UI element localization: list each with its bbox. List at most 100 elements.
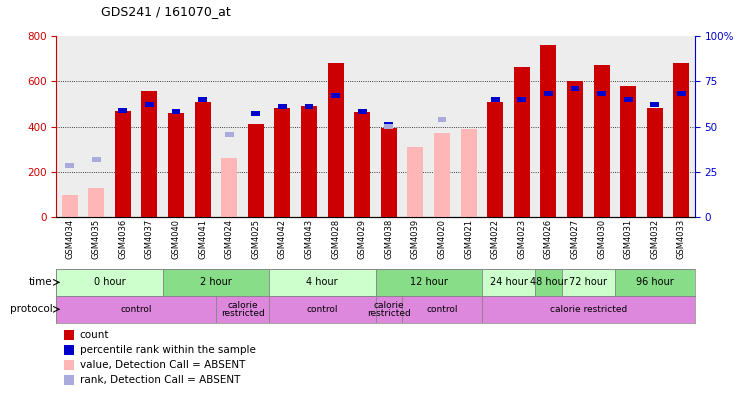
- Text: 2 hour: 2 hour: [200, 277, 232, 287]
- Bar: [168, 113, 184, 217]
- Text: control: control: [120, 305, 152, 314]
- Bar: [243, 36, 269, 217]
- Bar: [327, 63, 344, 217]
- Bar: [274, 109, 291, 217]
- Bar: [322, 36, 349, 217]
- Bar: [189, 36, 216, 217]
- Text: calorie
restricted: calorie restricted: [221, 301, 264, 318]
- Bar: [402, 36, 429, 217]
- Bar: [301, 106, 317, 217]
- Bar: [92, 157, 101, 162]
- Bar: [62, 195, 77, 217]
- Bar: [305, 104, 313, 109]
- Bar: [163, 269, 269, 296]
- Bar: [674, 63, 689, 217]
- Bar: [216, 296, 269, 323]
- Text: calorie
restricted: calorie restricted: [367, 301, 411, 318]
- Bar: [141, 91, 158, 217]
- Text: time: time: [29, 277, 53, 287]
- Bar: [357, 109, 366, 114]
- Bar: [482, 296, 695, 323]
- Bar: [482, 269, 535, 296]
- Bar: [514, 67, 529, 217]
- Text: calorie restricted: calorie restricted: [550, 305, 627, 314]
- Bar: [517, 97, 526, 102]
- Bar: [487, 101, 503, 217]
- Text: percentile rank within the sample: percentile rank within the sample: [80, 345, 255, 355]
- Bar: [269, 269, 376, 296]
- Bar: [597, 91, 606, 96]
- Text: 48 hour: 48 hour: [529, 277, 567, 287]
- Bar: [508, 36, 535, 217]
- Bar: [408, 147, 424, 217]
- Text: 4 hour: 4 hour: [306, 277, 338, 287]
- Bar: [216, 36, 243, 217]
- Text: GDS241 / 161070_at: GDS241 / 161070_at: [101, 5, 231, 18]
- Bar: [544, 91, 553, 96]
- Bar: [438, 117, 446, 122]
- Bar: [482, 36, 508, 217]
- Bar: [460, 129, 477, 217]
- Bar: [136, 36, 163, 217]
- Bar: [172, 109, 180, 114]
- Bar: [455, 36, 482, 217]
- Bar: [615, 36, 641, 217]
- Text: 12 hour: 12 hour: [410, 277, 448, 287]
- Text: 96 hour: 96 hour: [636, 277, 674, 287]
- Bar: [296, 36, 322, 217]
- Bar: [588, 36, 615, 217]
- Bar: [385, 124, 394, 129]
- Bar: [56, 296, 216, 323]
- Bar: [376, 269, 482, 296]
- Bar: [163, 36, 189, 217]
- Bar: [535, 269, 562, 296]
- Text: protocol: protocol: [10, 304, 53, 314]
- Bar: [349, 36, 376, 217]
- Bar: [225, 132, 234, 137]
- Bar: [541, 45, 556, 217]
- Bar: [567, 81, 583, 217]
- Bar: [222, 158, 237, 217]
- Text: control: control: [306, 305, 338, 314]
- Bar: [89, 188, 104, 217]
- Bar: [248, 124, 264, 217]
- Bar: [615, 269, 695, 296]
- Bar: [145, 102, 154, 107]
- Bar: [381, 128, 397, 217]
- Text: value, Detection Call = ABSENT: value, Detection Call = ABSENT: [80, 360, 245, 370]
- Bar: [376, 36, 402, 217]
- Text: count: count: [80, 329, 109, 340]
- Bar: [641, 36, 668, 217]
- Bar: [115, 110, 131, 217]
- Bar: [119, 108, 127, 113]
- Bar: [278, 104, 287, 109]
- Bar: [198, 97, 207, 102]
- Bar: [402, 296, 482, 323]
- Bar: [677, 91, 686, 96]
- Bar: [434, 133, 450, 217]
- Text: rank, Detection Call = ABSENT: rank, Detection Call = ABSENT: [80, 375, 240, 385]
- Bar: [269, 296, 376, 323]
- Bar: [668, 36, 695, 217]
- Bar: [195, 101, 210, 217]
- Bar: [647, 109, 663, 217]
- Bar: [535, 36, 562, 217]
- Bar: [562, 269, 615, 296]
- Bar: [83, 36, 110, 217]
- Bar: [376, 296, 402, 323]
- Bar: [650, 102, 659, 107]
- Text: 72 hour: 72 hour: [569, 277, 608, 287]
- Bar: [620, 86, 636, 217]
- Bar: [56, 269, 163, 296]
- Bar: [269, 36, 296, 217]
- Bar: [562, 36, 588, 217]
- Bar: [491, 97, 499, 102]
- Bar: [110, 36, 136, 217]
- Bar: [624, 97, 632, 102]
- Text: 0 hour: 0 hour: [94, 277, 125, 287]
- Bar: [331, 93, 340, 98]
- Bar: [593, 65, 610, 217]
- Bar: [65, 163, 74, 168]
- Text: 24 hour: 24 hour: [490, 277, 527, 287]
- Bar: [252, 111, 260, 116]
